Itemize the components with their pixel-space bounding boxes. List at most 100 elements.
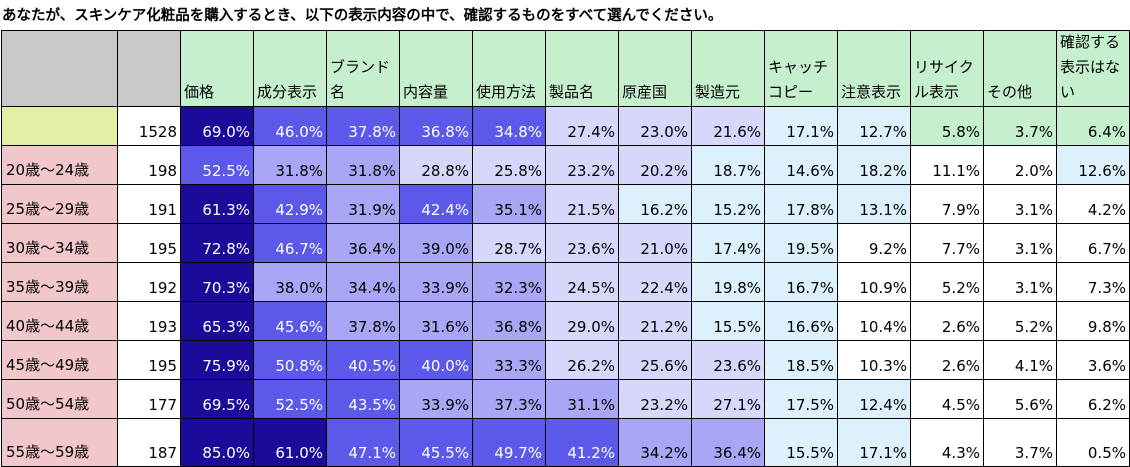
value-cell-text: 6.2% xyxy=(1087,396,1126,414)
sample-size-cell: 1528 xyxy=(117,106,181,146)
column-header: リサイクル表示 xyxy=(910,30,984,107)
value-cell: 6.2% xyxy=(1056,379,1130,419)
value-cell-text: 31.6% xyxy=(421,318,469,336)
column-header: キャッチコピー xyxy=(764,30,838,107)
value-cell-text: 36.8% xyxy=(421,123,469,141)
value-cell-text: 3.1% xyxy=(1014,240,1053,258)
value-cell: 12.7% xyxy=(837,106,911,146)
column-header: 製品名 xyxy=(545,30,619,107)
value-cell: 52.5% xyxy=(253,379,327,419)
value-cell-text: 39.0% xyxy=(421,240,469,258)
column-header-text: 使用方法 xyxy=(476,83,537,101)
value-cell-text: 45.6% xyxy=(275,318,323,336)
value-cell-text: 18.7% xyxy=(713,162,761,180)
table-title: あなたが、スキンケア化粧品を購入するとき、以下の表示内容の中で、確認するものをす… xyxy=(2,8,723,24)
value-cell-text: 52.5% xyxy=(202,162,250,180)
value-cell-text: 27.1% xyxy=(713,396,761,414)
value-cell: 69.5% xyxy=(180,379,254,419)
value-cell: 18.5% xyxy=(764,340,838,380)
age-group-label-text: 30歳～34歳 xyxy=(6,239,90,257)
value-cell-text: 9.8% xyxy=(1087,318,1126,336)
value-cell-text: 11.1% xyxy=(932,162,980,180)
value-cell: 4.2% xyxy=(1056,184,1130,224)
value-cell: 2.6% xyxy=(910,340,984,380)
value-cell: 7.7% xyxy=(910,223,984,263)
value-cell: 23.2% xyxy=(618,379,692,419)
value-cell: 11.1% xyxy=(910,145,984,185)
value-cell: 16.2% xyxy=(618,184,692,224)
value-cell-text: 27.4% xyxy=(567,123,615,141)
value-cell-text: 5.6% xyxy=(1014,396,1053,414)
value-cell-text: 15.5% xyxy=(786,444,834,462)
value-cell: 40.0% xyxy=(399,340,473,380)
sample-size-cell: 193 xyxy=(117,301,181,341)
value-cell-text: 14.6% xyxy=(786,162,834,180)
value-cell-text: 2.6% xyxy=(941,357,980,375)
value-cell: 5.2% xyxy=(910,262,984,302)
value-cell: 5.8% xyxy=(910,106,984,146)
value-cell: 16.6% xyxy=(764,301,838,341)
sample-size-cell-text: 193 xyxy=(148,318,177,336)
value-cell-text: 19.8% xyxy=(713,279,761,297)
value-cell: 7.3% xyxy=(1056,262,1130,302)
value-cell: 23.6% xyxy=(545,223,619,263)
value-cell-text: 18.5% xyxy=(786,357,834,375)
value-cell: 27.4% xyxy=(545,106,619,146)
value-cell-text: 61.0% xyxy=(275,444,323,462)
value-cell-text: 23.2% xyxy=(567,162,615,180)
value-cell: 12.4% xyxy=(837,379,911,419)
column-header-text: 内容量 xyxy=(403,83,449,101)
value-cell-text: 2.6% xyxy=(941,318,980,336)
value-cell: 50.8% xyxy=(253,340,327,380)
column-header-text: キャッチコピー xyxy=(768,58,829,101)
column-header-text: ブランド名 xyxy=(330,58,391,101)
value-cell-text: 23.2% xyxy=(640,396,688,414)
value-cell-text: 3.1% xyxy=(1014,201,1053,219)
value-cell-text: 37.8% xyxy=(348,123,396,141)
column-header: 確認する表示はない xyxy=(1056,30,1130,107)
value-cell-text: 15.2% xyxy=(713,201,761,219)
value-cell-text: 7.3% xyxy=(1087,279,1126,297)
value-cell: 32.3% xyxy=(472,262,546,302)
value-cell: 21.5% xyxy=(545,184,619,224)
value-cell-text: 34.4% xyxy=(348,279,396,297)
value-cell: 5.6% xyxy=(983,379,1057,419)
value-cell: 38.0% xyxy=(253,262,327,302)
value-cell-text: 5.2% xyxy=(1014,318,1053,336)
value-cell: 15.2% xyxy=(691,184,765,224)
value-cell: 19.8% xyxy=(691,262,765,302)
value-cell-text: 49.7% xyxy=(494,444,542,462)
value-cell-text: 15.5% xyxy=(713,318,761,336)
value-cell: 37.3% xyxy=(472,379,546,419)
value-cell: 47.1% xyxy=(326,418,400,467)
value-cell-text: 17.4% xyxy=(713,240,761,258)
value-cell: 37.8% xyxy=(326,106,400,146)
value-cell-text: 36.4% xyxy=(348,240,396,258)
value-cell-text: 16.7% xyxy=(786,279,834,297)
age-group-label-text: 55歳～59歳 xyxy=(6,443,90,461)
value-cell: 37.8% xyxy=(326,301,400,341)
age-group-label-text: 35歳～39歳 xyxy=(6,278,90,296)
value-cell-text: 3.6% xyxy=(1087,357,1126,375)
sample-size-cell-text: 195 xyxy=(148,240,177,258)
age-group-label: 50歳～54歳 xyxy=(1,379,118,419)
age-group-label: 55歳～59歳 xyxy=(1,418,118,467)
value-cell-text: 43.5% xyxy=(348,396,396,414)
value-cell-text: 20.2% xyxy=(640,162,688,180)
value-cell: 40.5% xyxy=(326,340,400,380)
value-cell: 3.1% xyxy=(983,184,1057,224)
value-cell: 34.4% xyxy=(326,262,400,302)
value-cell-text: 33.9% xyxy=(421,279,469,297)
value-cell: 17.1% xyxy=(764,106,838,146)
age-group-label: 25歳～29歳 xyxy=(1,184,118,224)
value-cell: 33.9% xyxy=(399,379,473,419)
value-cell-text: 52.5% xyxy=(275,396,323,414)
value-cell-text: 12.7% xyxy=(859,123,907,141)
value-cell-text: 16.2% xyxy=(640,201,688,219)
value-cell: 21.2% xyxy=(618,301,692,341)
value-cell-text: 17.8% xyxy=(786,201,834,219)
value-cell: 10.9% xyxy=(837,262,911,302)
value-cell-text: 6.4% xyxy=(1087,123,1126,141)
value-cell: 31.6% xyxy=(399,301,473,341)
value-cell-text: 32.3% xyxy=(494,279,542,297)
